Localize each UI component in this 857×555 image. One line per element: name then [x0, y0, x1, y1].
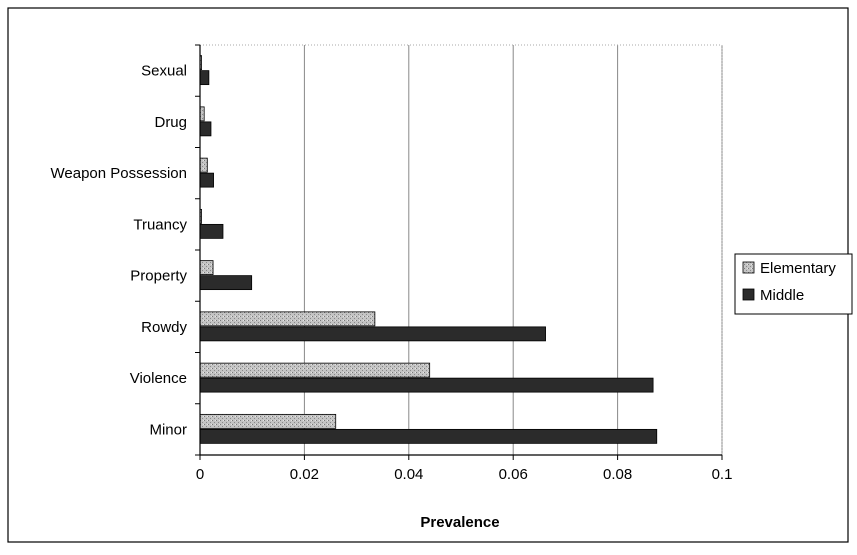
category-label: Weapon Possession — [51, 165, 187, 182]
category-label: Drug — [154, 114, 187, 131]
axes — [195, 44, 723, 460]
bar-middle — [199, 326, 546, 342]
x-tick-label: 0.1 — [712, 466, 733, 483]
legend-swatch-elementary — [742, 261, 755, 274]
legend-box — [734, 253, 853, 315]
bar-middle — [199, 223, 224, 239]
x-tick-label: 0.06 — [499, 466, 528, 483]
chart-border — [7, 7, 849, 543]
bar-elementary — [199, 362, 431, 378]
x-tick-label: 0.08 — [603, 466, 632, 483]
x-tick-label: 0.04 — [394, 466, 423, 483]
x-tick-label: 0.02 — [290, 466, 319, 483]
bar-elementary — [199, 260, 214, 276]
bar-elementary — [199, 413, 337, 429]
labels: Minor Violence Rowdy Property Truancy Weapon … — [51, 63, 733, 483]
x-tick-label: 0 — [196, 466, 204, 483]
bar-middle — [199, 275, 253, 291]
bar-middle — [199, 70, 210, 86]
bar-middle — [199, 377, 654, 393]
legend-swatch-middle — [742, 288, 755, 301]
bar-elementary — [199, 106, 205, 122]
legend: Elementary Middle — [734, 253, 853, 315]
category-label: Sexual — [141, 63, 187, 80]
category-label: Minor — [149, 421, 187, 438]
category-label: Rowdy — [141, 319, 187, 336]
category-label: Truancy — [133, 216, 187, 233]
bar-elementary — [199, 311, 376, 327]
category-label: Violence — [130, 370, 187, 387]
category-label: Property — [130, 268, 187, 285]
bar-elementary — [199, 157, 208, 173]
legend-label-elementary: Elementary — [760, 260, 836, 277]
x-axis-title: Prevalence — [420, 514, 499, 531]
bar-middle — [199, 172, 214, 188]
bar-middle — [199, 428, 658, 444]
bar-middle — [199, 121, 212, 137]
legend-label-middle: Middle — [760, 287, 804, 304]
